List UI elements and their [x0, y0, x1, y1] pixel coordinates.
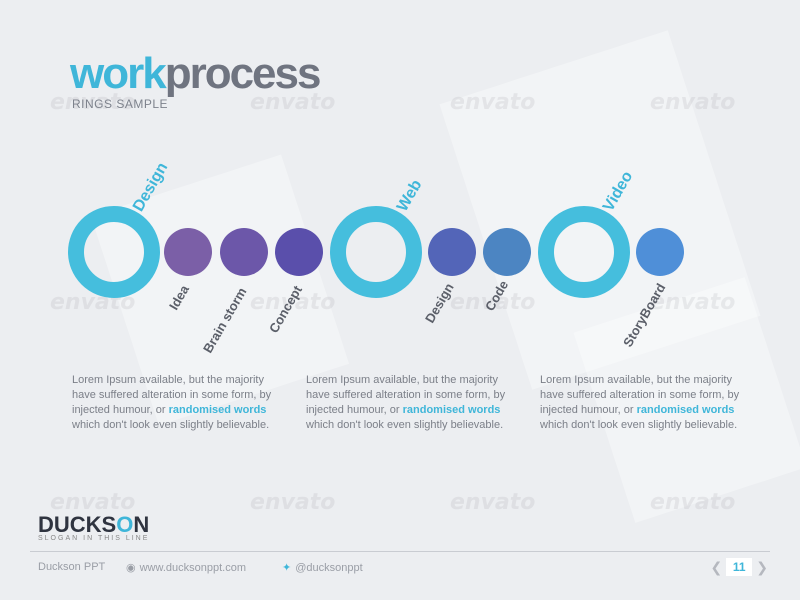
brand-name-o: O: [116, 512, 134, 537]
ring-label-web: Web: [394, 177, 426, 215]
paragraph-text: Lorem Ipsum available, but the majority …: [72, 374, 272, 416]
watermark: envato: [450, 490, 536, 515]
footer-website-text[interactable]: www.ducksonppt.com: [139, 562, 246, 574]
step-dot-web-design: [428, 228, 476, 276]
ring-video: [538, 206, 630, 298]
page-title: workprocess: [70, 49, 322, 98]
watermark: envato: [450, 90, 536, 115]
step-dot-concept: [275, 228, 323, 276]
ring-design: [68, 206, 160, 298]
ring-web: [330, 206, 422, 298]
footer-website[interactable]: ◉ www.ducksonppt.com: [126, 561, 246, 574]
footer-company: Duckson PPT: [38, 561, 106, 573]
twitter-icon: ✦: [282, 562, 292, 574]
footer-divider: [30, 551, 770, 552]
globe-icon: ◉: [126, 562, 136, 574]
paragraph-highlight: randomised words: [402, 404, 501, 416]
paragraph-text: which don't look even slightly believabl…: [540, 419, 738, 431]
description-paragraph: Lorem Ipsum available, but the majority …: [72, 373, 272, 433]
page-title-part-2: process: [164, 49, 322, 98]
page-title-part-1: work: [70, 49, 167, 98]
watermark: envato: [250, 290, 336, 315]
chevron-right-icon[interactable]: ❯: [756, 558, 768, 575]
watermark: envato: [250, 490, 336, 515]
watermark: envato: [650, 90, 736, 115]
paragraph-text: Lorem Ipsum available, but the majority …: [306, 374, 506, 416]
brand-name-part: N: [133, 512, 150, 537]
footer-twitter-text[interactable]: @ducksonppt: [295, 562, 363, 574]
step-dot-idea: [164, 228, 212, 276]
page-subtitle: RINGS SAMPLE: [72, 97, 169, 111]
description-paragraph: Lorem Ipsum available, but the majority …: [540, 373, 740, 433]
footer-twitter[interactable]: ✦ @ducksonppt: [282, 561, 363, 574]
paragraph-highlight: randomised words: [168, 404, 267, 416]
brand-name-part: DUCKS: [38, 512, 117, 537]
step-dot-brain-storm: [220, 228, 268, 276]
watermark: envato: [450, 290, 536, 315]
paragraph-text: which don't look even slightly believabl…: [306, 419, 504, 431]
paragraph-text: which don't look even slightly believabl…: [72, 419, 270, 431]
watermark: envato: [50, 90, 136, 115]
brand-logo: DUCKSON: [38, 512, 149, 538]
step-dot-code: [483, 228, 531, 276]
brand-slogan: SLOGAN IN THIS LINE: [38, 535, 150, 542]
watermark: envato: [650, 490, 736, 515]
watermark: envato: [250, 90, 336, 115]
paragraph-text: Lorem Ipsum available, but the majority …: [540, 374, 740, 416]
watermark: envato: [50, 490, 136, 515]
pager: ❮ 11 ❯: [711, 558, 768, 576]
step-dot-storyboard: [636, 228, 684, 276]
paragraph-highlight: randomised words: [636, 404, 735, 416]
description-paragraph: Lorem Ipsum available, but the majority …: [306, 373, 506, 433]
watermark: envato: [650, 290, 736, 315]
chevron-left-icon[interactable]: ❮: [710, 558, 723, 575]
page-number: 11: [726, 558, 753, 576]
